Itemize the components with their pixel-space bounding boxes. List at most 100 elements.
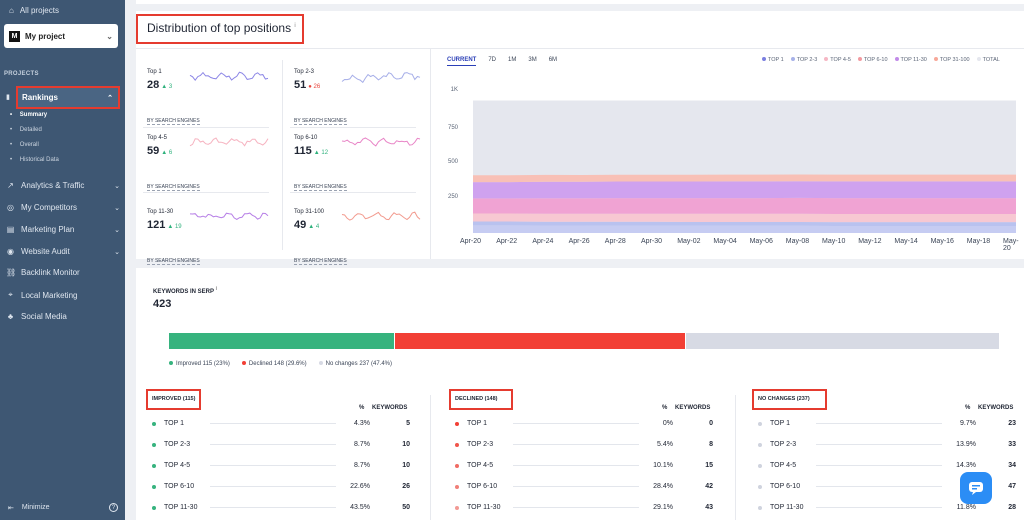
x-tick-label: May-12	[858, 238, 882, 245]
table-row[interactable]: TOP 11-30 43.5% 50	[152, 497, 410, 518]
keywords-bar-segment[interactable]	[395, 333, 685, 349]
rankings-label: Rankings	[22, 93, 59, 102]
legend-item[interactable]: TOP 31-100	[933, 57, 970, 63]
by-search-engines-link[interactable]: BY SEARCH ENGINES	[294, 184, 347, 191]
row-keywords[interactable]: 10	[402, 441, 410, 448]
project-name: My project	[25, 31, 66, 41]
table-row[interactable]: TOP 6-10 28.4% 42	[455, 476, 713, 497]
bar-legend-label: Improved 115 (23%)	[176, 361, 230, 367]
range-tab-current[interactable]: CURRENT	[447, 57, 477, 66]
table-row[interactable]: TOP 4-5 8.7% 10	[152, 455, 410, 476]
row-keywords[interactable]: 43	[705, 504, 713, 511]
keywords-bar-segment[interactable]	[685, 333, 999, 349]
row-name: TOP 11-30	[467, 504, 501, 511]
legend-item[interactable]: TOP 2-3	[790, 57, 817, 63]
sidebar-subitem-detailed[interactable]: • Detailed	[10, 127, 42, 133]
table-row[interactable]: TOP 4-5 14.3% 34	[758, 455, 1016, 476]
table-row[interactable]: TOP 1 9.7% 23	[758, 413, 1016, 434]
range-tab-3m[interactable]: 3M	[528, 57, 537, 63]
table-row[interactable]: TOP 11-30 11.8% 28	[758, 497, 1016, 518]
x-tick-label: Apr-24	[532, 238, 554, 245]
row-pct: 10.1%	[653, 462, 673, 469]
row-keywords[interactable]: 33	[1008, 441, 1016, 448]
help-icon[interactable]: ?	[109, 503, 118, 512]
arrow-up-icon: ▲	[308, 224, 316, 230]
row-keywords[interactable]: 26	[402, 483, 410, 490]
col-header-pct: %	[965, 405, 971, 411]
divider	[430, 48, 431, 259]
row-keywords[interactable]: 10	[402, 462, 410, 469]
sidebar-item-my-competitors[interactable]: ◎ My Competitors ⌄	[6, 203, 120, 212]
sidebar-subitem-summary[interactable]: • Summary	[10, 112, 47, 118]
table-row[interactable]: TOP 1 4.3% 5	[152, 413, 410, 434]
row-name: TOP 6-10	[770, 483, 801, 490]
info-icon[interactable]: i	[294, 23, 296, 29]
mini-stat-value: 59 ▲ 6	[147, 145, 282, 157]
series-top-4-5-area	[473, 213, 1016, 223]
row-keywords[interactable]: 0	[709, 420, 713, 427]
series-top-31-100-area	[473, 174, 1016, 183]
sidebar-subitem-historical-data[interactable]: • Historical Data	[10, 157, 59, 163]
table-row[interactable]: TOP 2-3 13.9% 33	[758, 434, 1016, 455]
legend-item[interactable]: TOP 11-30	[894, 57, 927, 63]
mini-stat-change: ▲ 12	[314, 150, 328, 156]
range-tab-1m[interactable]: 1M	[508, 57, 517, 63]
by-search-engines-link[interactable]: BY SEARCH ENGINES	[294, 118, 347, 125]
row-keywords[interactable]: 5	[406, 420, 410, 427]
sidebar-subitem-overall[interactable]: • Overall	[10, 142, 39, 148]
info-icon[interactable]: i	[215, 286, 217, 292]
by-search-engines-link[interactable]: BY SEARCH ENGINES	[147, 118, 200, 125]
legend-label: TOP 11-30	[900, 57, 927, 63]
sidebar-item-analytics-traffic[interactable]: ↗ Analytics & Traffic ⌄	[6, 181, 120, 190]
legend-item[interactable]: TOP 1	[762, 57, 784, 63]
row-keywords[interactable]: 15	[705, 462, 713, 469]
competitors-icon: ◎	[7, 203, 14, 212]
table-row[interactable]: TOP 1 0% 0	[455, 413, 713, 434]
mini-stat-change-value: 6	[168, 150, 173, 156]
table-row[interactable]: TOP 4-5 10.1% 15	[455, 455, 713, 476]
row-keywords[interactable]: 8	[709, 441, 713, 448]
x-tick-label: May-14	[894, 238, 918, 245]
keywords-bar-segment[interactable]	[169, 333, 395, 349]
x-tick-label: Apr-22	[496, 238, 518, 245]
by-search-engines-link[interactable]: BY SEARCH ENGINES	[147, 258, 200, 265]
sidebar-item-social-media[interactable]: ♣ Social Media	[6, 312, 120, 321]
row-keywords[interactable]: 34	[1008, 462, 1016, 469]
all-projects-link[interactable]: ⌂ All projects	[9, 6, 59, 15]
col-header-pct: %	[359, 405, 365, 411]
sidebar-item-backlink-monitor[interactable]: ⛓ Backlink Monitor	[6, 268, 120, 277]
row-divider	[513, 486, 639, 487]
mini-stat-number: 59	[147, 145, 160, 157]
chat-button[interactable]	[960, 472, 992, 504]
by-search-engines-link[interactable]: BY SEARCH ENGINES	[294, 258, 347, 265]
by-search-engines-link[interactable]: BY SEARCH ENGINES	[147, 184, 200, 191]
row-keywords[interactable]: 28	[1008, 504, 1016, 511]
table-row[interactable]: TOP 2-3 8.7% 10	[152, 434, 410, 455]
row-keywords[interactable]: 42	[705, 483, 713, 490]
mini-stat-value: 51 ● 26	[294, 79, 429, 91]
table-row[interactable]: TOP 6-10 22.6% 26	[152, 476, 410, 497]
range-tab-7d[interactable]: 7D	[488, 57, 497, 63]
x-tick-label: Apr-28	[604, 238, 626, 245]
table-row[interactable]: TOP 11-30 29.1% 43	[455, 497, 713, 518]
sidebar-item-rankings[interactable]: Rankings ⌃	[16, 88, 119, 107]
row-keywords[interactable]: 23	[1008, 420, 1016, 427]
project-selector[interactable]: M My project ⌄	[4, 24, 118, 48]
sidebar-item-marketing-plan[interactable]: ▤ Marketing Plan ⌄	[6, 225, 120, 234]
legend-dot	[857, 57, 862, 61]
range-tab-6m[interactable]: 6M	[548, 57, 558, 63]
table-row[interactable]: TOP 2-3 5.4% 8	[455, 434, 713, 455]
row-keywords[interactable]: 50	[402, 504, 410, 511]
minimize-button[interactable]: ⇤ Minimize ?	[8, 503, 118, 512]
sidebar-item-website-audit[interactable]: ◉ Website Audit ⌄	[6, 247, 120, 256]
legend-item[interactable]: TOTAL	[976, 57, 1000, 63]
sparkline-3	[341, 137, 421, 147]
legend-item[interactable]: TOP 4-5	[824, 57, 851, 63]
mini-stat-label: Top 6-10	[294, 135, 318, 141]
legend-item[interactable]: TOP 6-10	[857, 57, 888, 63]
row-keywords[interactable]: 47	[1008, 483, 1016, 490]
row-divider	[210, 465, 336, 466]
mini-stat-top-6-10: Top 6-10 115 ▲ 12 BY SEARCH ENGINES	[294, 135, 429, 193]
sidebar-item-local-marketing[interactable]: ⌖ Local Marketing	[6, 290, 120, 300]
x-tick-label: May-08	[785, 238, 810, 245]
